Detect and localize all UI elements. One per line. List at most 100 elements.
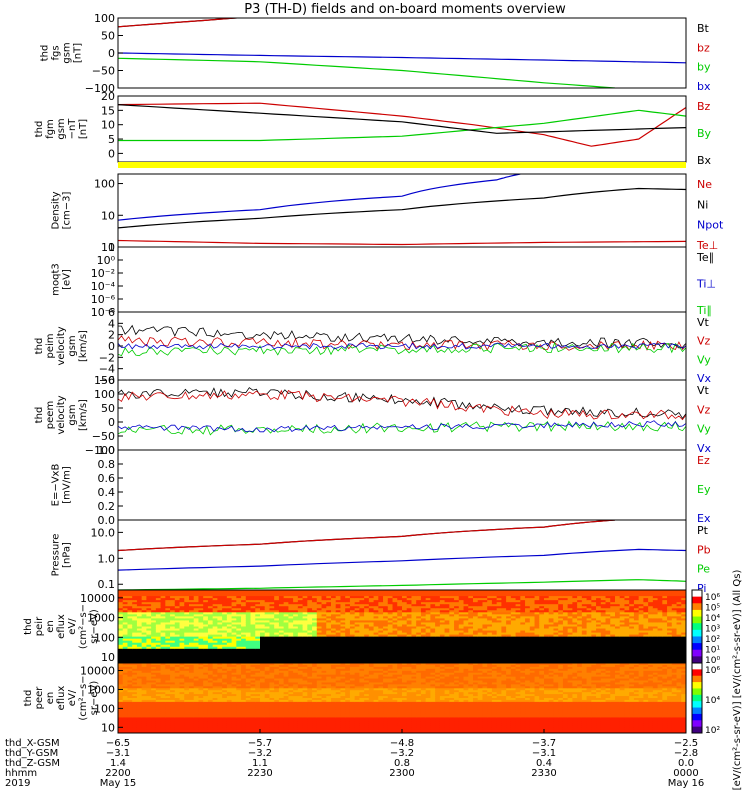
series-line-density-2 — [118, 174, 520, 220]
y-tick-label: 20 — [101, 90, 115, 103]
y-axis-label-line: [km/s] — [78, 330, 89, 362]
panel-peem-velocity: 150100500−50−100thdpeemvelocitygsm[km/s]… — [34, 374, 712, 457]
colorbar-swatch — [692, 643, 702, 650]
y-axis-label-line: [km/s] — [78, 399, 89, 431]
y-tick-label: 10⁰ — [97, 254, 116, 267]
series-line-fgs-2 — [118, 58, 615, 88]
legend-entry: Ni — [697, 198, 708, 211]
y-tick-label: 10⁻² — [91, 267, 115, 280]
y-axis-label-line: sr−eV) — [89, 681, 100, 716]
y-axis-label-line: [eV] — [62, 269, 73, 290]
colorbar-swatch — [692, 636, 702, 643]
y-tick-label: 10.0 — [91, 526, 116, 539]
y-tick-label: 0.1 — [98, 578, 116, 591]
y-tick-label: 100 — [94, 12, 115, 25]
y-axis-label-line: gsm — [62, 42, 73, 63]
y-tick-label: 10⁻⁶ — [91, 293, 116, 306]
legend-entry: Vt — [697, 384, 710, 397]
y-axis-label-line: eflux — [56, 614, 67, 639]
series-line-peim-velocity-3 — [118, 343, 686, 349]
colorbar-swatch — [692, 682, 702, 689]
panel-peer-en-eflux: 10000100010010thdpeerenefluxeV/(cm²−s−sr… — [23, 663, 687, 734]
colorbar-swatch — [692, 663, 702, 670]
panel-frame-efield — [118, 450, 686, 520]
y-axis-label-line: (cm²−s− — [78, 604, 89, 649]
colorbar-swatch — [692, 630, 702, 637]
legend-entry: bx — [697, 80, 711, 93]
y-tick-label: 10⁻⁴ — [91, 280, 116, 293]
panel-frame-peem-velocity — [118, 380, 686, 450]
y-axis-label-line: thd — [34, 407, 45, 424]
y-tick-label: 1.0 — [98, 552, 116, 565]
x-tick-label: 2300 — [389, 768, 414, 779]
legend-entry: Vy — [697, 353, 711, 366]
colorbar-swatch — [692, 597, 702, 604]
colorbar-swatch — [692, 727, 702, 734]
legend-entry: Vz — [697, 403, 711, 416]
colorbar-swatch — [692, 623, 702, 630]
x-tick-label: May 16 — [668, 778, 705, 789]
legend-entry: By — [697, 127, 712, 140]
legend-entry: Ez — [697, 454, 710, 467]
colorbar-swatch — [692, 617, 702, 624]
y-axis-label-peim-velocity: thdpeimvelocitygsm[km/s] — [34, 326, 89, 365]
panels: 100500−50−100thdfgsgsm[nT]Btbzbybx201510… — [23, 12, 743, 790]
colorbar-swatch — [692, 701, 702, 708]
y-axis-label-line: gsm — [56, 118, 67, 139]
panel-efield: 1.00.80.60.40.20.0E=−VxB[mV/m]EzEyEx — [51, 444, 711, 527]
y-axis-label-line: sr−eV) — [89, 609, 100, 644]
y-axis-label-line: thd — [40, 45, 51, 62]
y-axis-label-line: [mV/m] — [62, 466, 73, 504]
y-axis-label-temperature: moqt3[eV] — [51, 263, 73, 296]
colorbar-label: 10⁶ — [705, 593, 720, 603]
y-axis-label-line: thd — [34, 338, 45, 355]
colorbar-swatch — [692, 669, 702, 676]
y-tick-label: 50 — [101, 402, 115, 415]
y-axis-label-line: eV/ — [67, 618, 78, 635]
electron-colorbar: 10⁶10⁴10² — [692, 663, 720, 736]
y-tick-label: 0.0 — [98, 514, 116, 527]
series-line-pressure-1 — [118, 520, 615, 551]
y-tick-label: 0.2 — [98, 500, 116, 513]
legend-entry: Ti⊥ — [696, 278, 716, 291]
y-tick-label: 10 — [101, 119, 115, 132]
legend-entry: Vy — [697, 423, 711, 436]
colorbar-swatch — [692, 688, 702, 695]
legend-entry: Pb — [697, 543, 711, 556]
figure-title: P3 (TH-D) fields and on-board moments ov… — [244, 2, 566, 17]
y-axis-label-line: peim — [45, 333, 56, 358]
y-tick-label: 100 — [94, 388, 115, 401]
colorbar-swatch — [692, 656, 702, 663]
colorbar-label: 10⁵ — [705, 604, 720, 614]
legend-entry: Bz — [697, 100, 711, 113]
y-tick-label: 1.0 — [98, 444, 116, 457]
spectrogram-peir-en-eflux — [118, 590, 687, 664]
y-axis-label-line: peer — [34, 686, 45, 710]
y-tick-label: −50 — [92, 430, 115, 443]
colorbar-swatch — [692, 610, 702, 617]
y-axis-label-fgm: thdfgmgsm−nT[nT] — [34, 118, 89, 140]
series-line-peem-velocity-1 — [118, 391, 686, 420]
y-axis-label-line: gsm — [67, 404, 78, 425]
y-axis-label-line: E=−VxB — [51, 464, 62, 507]
series-line-pressure-0 — [118, 520, 615, 551]
legend-entry: Bx — [697, 154, 712, 167]
y-axis-label-line: [cm−3] — [62, 192, 73, 230]
colorbar-label: 10⁶ — [705, 666, 720, 676]
series-line-density-1 — [118, 189, 686, 228]
colorbar-swatch — [692, 590, 702, 597]
series-line-pressure-3 — [118, 549, 686, 570]
y-axis-label-line: fgs — [51, 45, 62, 60]
y-axis-label-line: Density — [51, 191, 62, 229]
y-axis-label-line: peem — [45, 401, 56, 429]
y-axis-label-line: velocity — [56, 326, 67, 365]
y-axis-label-line: [nT] — [73, 43, 84, 63]
panel-peir-en-eflux: 10000100010010thdpeirenefluxeV/(cm²−s−sr… — [23, 590, 687, 664]
x-tick-label: 2230 — [247, 768, 272, 779]
legend-entry: Pe — [697, 563, 710, 576]
series-line-fgm-1 — [118, 110, 686, 140]
y-tick-label: 50 — [101, 30, 115, 43]
y-tick-label: 0 — [108, 416, 115, 429]
panel-frame-fgs — [118, 18, 686, 88]
panel-density: 100 10 1 Density[cm−3] Ne Ni Npot Te⊥ — [51, 174, 724, 254]
